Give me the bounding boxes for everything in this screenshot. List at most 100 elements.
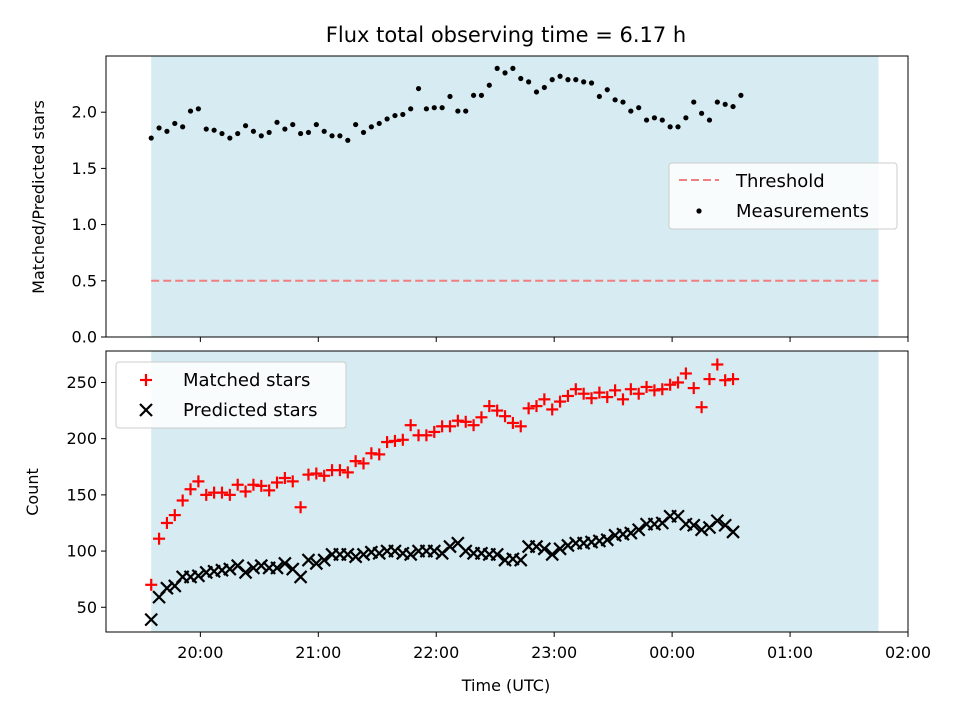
matched-star-point <box>506 416 519 429</box>
matched-star-point <box>530 400 543 413</box>
matched-star-point <box>656 383 669 396</box>
measurement-point <box>486 82 492 88</box>
y-tick-label: 200 <box>66 429 97 448</box>
matched-star-point <box>475 411 488 424</box>
legend-threshold-label: Threshold <box>735 171 825 192</box>
measurement-point <box>722 101 728 107</box>
matched-star-point <box>499 410 512 423</box>
y-tick-label: 2.0 <box>72 103 97 122</box>
matched-star-point <box>577 387 590 400</box>
predicted-star-point <box>553 542 567 556</box>
measurement-point <box>227 135 233 141</box>
measurement-point <box>643 117 650 123</box>
matched-star-point <box>420 429 433 442</box>
matched-star-point <box>719 374 732 387</box>
predicted-star-point <box>238 565 253 580</box>
measurement-point <box>345 137 351 143</box>
measurement-point <box>675 124 681 130</box>
legend-matched-swatch <box>140 374 152 386</box>
matched-star-point <box>404 419 417 432</box>
x-tick-label: 01:00 <box>767 643 813 662</box>
measurement-point <box>290 121 296 128</box>
measurement-points <box>148 65 744 143</box>
measurement-point <box>266 129 272 136</box>
measurement-point <box>691 99 697 105</box>
matched-star-point <box>522 402 535 415</box>
legend-measurements-label: Measurements <box>736 201 869 222</box>
count-x-ticks: 20:00 21:00 22:00 23:00 00:00 01:00 02:00 <box>177 632 931 662</box>
matched-star-point <box>672 376 685 389</box>
legend-matched-label: Matched stars <box>183 370 310 391</box>
matched-star-point <box>263 484 276 497</box>
matched-star-point <box>483 400 496 413</box>
matched-star-point <box>640 380 653 393</box>
predicted-star-point <box>223 562 237 576</box>
predicted-star-point <box>160 581 174 595</box>
measurement-point <box>596 93 602 100</box>
measurement-point <box>392 112 398 119</box>
measurement-point <box>738 92 744 98</box>
predicted-star-point <box>348 549 363 564</box>
measurement-point <box>164 128 170 134</box>
measurement-point <box>305 129 312 136</box>
measurement-point <box>195 106 201 112</box>
x-tick-label: 00:00 <box>649 643 695 662</box>
matched-star-point <box>341 466 354 479</box>
predicted-star-point <box>270 561 284 575</box>
measurement-point <box>329 133 335 139</box>
measurement-point <box>203 126 209 132</box>
predicted-star-point <box>372 546 387 561</box>
count-panel-frame <box>105 350 909 633</box>
predicted-star-point <box>309 556 324 571</box>
matched-star-point <box>381 436 394 449</box>
ratio-y-axis-label: Matched/Predicted stars <box>29 100 48 294</box>
ratio-legend-box <box>668 162 898 230</box>
measurement-point <box>447 93 453 100</box>
y-tick-label: 0.5 <box>72 271 97 290</box>
predicted-star-point <box>513 553 528 567</box>
matched-star-point <box>388 434 401 447</box>
measurement-point <box>659 117 665 123</box>
measurement-point <box>423 106 430 112</box>
measurement-point <box>415 85 422 92</box>
matched-star-point <box>357 457 370 470</box>
matched-star-point <box>192 475 205 488</box>
matched-star-point <box>215 486 228 499</box>
matched-star-point <box>310 467 323 480</box>
matched-star-point <box>679 367 692 380</box>
matched-star-point <box>585 392 598 405</box>
measurement-point <box>581 79 587 85</box>
measurement-point <box>187 108 194 114</box>
x-tick-label: 20:00 <box>177 643 223 662</box>
matched-star-point <box>727 373 740 386</box>
predicted-star-point <box>144 612 158 627</box>
measurement-point <box>172 120 178 127</box>
y-tick-label: 50 <box>77 598 97 617</box>
measurement-point <box>258 133 264 139</box>
y-tick-label: 100 <box>66 542 97 561</box>
count-legend: Matched stars Predicted stars <box>115 361 347 429</box>
measurement-point <box>321 128 327 134</box>
measurement-point <box>510 65 516 71</box>
x-axis-label: Time (UTC) <box>461 676 550 695</box>
measurement-point <box>502 70 508 76</box>
matched-star-point <box>467 419 480 432</box>
measurement-point <box>408 106 414 112</box>
matched-star-point <box>318 469 331 482</box>
y-tick-label: 250 <box>66 373 97 392</box>
predicted-star-point <box>631 522 646 537</box>
matched-star-point <box>302 468 315 481</box>
matched-star-point <box>491 404 504 417</box>
measurement-point <box>455 108 461 114</box>
measurement-point <box>730 103 736 110</box>
measurement-point <box>148 135 154 141</box>
measurement-point <box>478 92 485 98</box>
measurement-point <box>706 117 713 123</box>
matched-star-point <box>153 532 166 545</box>
matched-star-point <box>247 478 260 491</box>
predicted-star-point <box>458 544 473 558</box>
predicted-star-point <box>317 553 331 567</box>
matched-star-point <box>554 395 567 408</box>
measurement-point <box>533 89 540 95</box>
x-tick-label: 02:00 <box>885 643 931 662</box>
